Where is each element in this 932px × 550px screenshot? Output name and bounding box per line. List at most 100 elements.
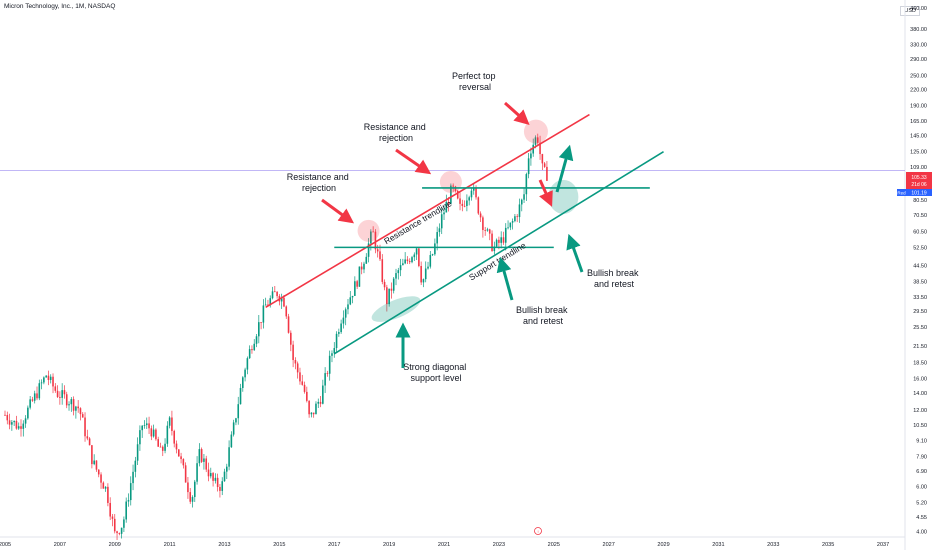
red-price-tag: Red 101.19 <box>897 189 932 197</box>
y-tick-label: 109.00 <box>910 165 927 171</box>
y-tick-label: 52.50 <box>913 245 927 251</box>
resistance-trendline-label: Resistance trendline <box>382 198 454 246</box>
candle-body <box>319 401 322 404</box>
candle-body <box>317 401 320 404</box>
candle-body <box>95 460 98 470</box>
candle-body <box>20 426 22 429</box>
candle-body <box>427 266 429 269</box>
candle-body <box>287 316 290 333</box>
candle-body <box>541 154 544 164</box>
candle-body <box>491 233 493 252</box>
x-tick-label: 2025 <box>548 542 560 548</box>
candle-body <box>456 190 459 199</box>
candle-body <box>189 492 192 502</box>
candle-body <box>477 197 480 214</box>
x-tick-label: 2023 <box>493 542 505 548</box>
candle-body <box>36 393 38 399</box>
candle-body <box>500 237 502 243</box>
candle-body <box>70 399 73 405</box>
candle-body <box>253 343 256 351</box>
candle-body <box>159 446 162 448</box>
candle-body <box>239 387 242 405</box>
candle-body <box>299 372 301 382</box>
x-tick-label: 2011 <box>164 542 176 548</box>
currency-label[interactable]: USD <box>900 6 920 16</box>
candle-body <box>383 281 386 288</box>
candle-body <box>342 317 345 324</box>
candle-body <box>527 158 530 175</box>
candle-body <box>296 363 299 373</box>
candle-body <box>27 407 29 419</box>
candle-body <box>212 473 214 481</box>
candle-body <box>301 381 304 385</box>
candle-body <box>447 201 450 204</box>
candle-body <box>504 227 507 243</box>
x-tick-label: 2021 <box>438 542 450 548</box>
candle-body <box>397 270 400 274</box>
x-tick-label: 2035 <box>822 542 834 548</box>
candle-body <box>141 425 143 431</box>
y-tick-label: 165.00 <box>910 119 927 125</box>
candle-body <box>4 414 6 416</box>
candle-body <box>546 166 548 181</box>
candle-body <box>255 336 258 344</box>
y-tick-label: 21.50 <box>913 344 927 350</box>
annotation-bullish-break-2: Bullish break and retest <box>587 268 641 289</box>
x-tick-label: 2015 <box>273 542 285 548</box>
candle-body <box>81 414 84 418</box>
candle-body <box>386 287 388 305</box>
candle-body <box>509 222 512 228</box>
candle-body <box>461 203 464 206</box>
candle-body <box>100 474 102 483</box>
y-tick-label: 7.90 <box>916 454 927 460</box>
support-trendline[interactable] <box>333 151 664 355</box>
support-trendline-label: Support trendline <box>467 240 528 283</box>
candle-body <box>443 212 445 215</box>
candle-body <box>56 390 59 397</box>
candle-body <box>415 248 418 255</box>
candle-body <box>333 348 336 354</box>
x-tick-label: 2013 <box>218 542 230 548</box>
candle-body <box>228 447 230 467</box>
candle-body <box>367 243 370 257</box>
x-tick-label: 2031 <box>712 542 724 548</box>
candle-body <box>152 429 155 437</box>
candle-body <box>15 420 18 429</box>
y-tick-label: 18.50 <box>913 360 927 366</box>
svg-text:105.33: 105.33 <box>911 175 927 181</box>
candle-body <box>230 434 233 448</box>
candle-body <box>244 369 246 378</box>
candle-body <box>374 231 377 250</box>
candle-body <box>507 227 509 229</box>
candle-body <box>267 304 269 306</box>
y-tick-label: 25.50 <box>913 325 927 331</box>
candle-body <box>214 477 217 481</box>
candle-body <box>404 259 406 264</box>
candle-body <box>29 399 31 408</box>
candle-body <box>276 291 278 297</box>
candle-body <box>242 377 244 388</box>
candle-body <box>372 231 374 233</box>
candle-body <box>523 194 525 200</box>
chart-header: Micron Technology, Inc., 1M, NASDAQ <box>4 3 116 10</box>
resistance-trendline[interactable] <box>265 113 590 308</box>
candle-body <box>390 288 393 291</box>
y-tick-label: 330.00 <box>910 43 927 49</box>
y-tick-label: 5.20 <box>916 500 927 506</box>
candle-body <box>344 309 347 318</box>
candle-body <box>271 291 274 299</box>
candle-body <box>429 255 432 267</box>
candle-body <box>308 400 310 415</box>
event-flag-icon[interactable]: ! <box>534 527 542 535</box>
candle-body <box>292 344 294 361</box>
candle-body <box>472 187 475 191</box>
x-tick-label: 2019 <box>383 542 395 548</box>
candle-body <box>223 471 226 482</box>
candle-body <box>358 266 361 287</box>
candle-body <box>543 163 546 167</box>
candle-body <box>49 376 52 380</box>
candle-body <box>136 444 139 461</box>
annotation-top-reversal: Perfect top reversal <box>452 71 498 92</box>
candle-body <box>75 406 77 411</box>
